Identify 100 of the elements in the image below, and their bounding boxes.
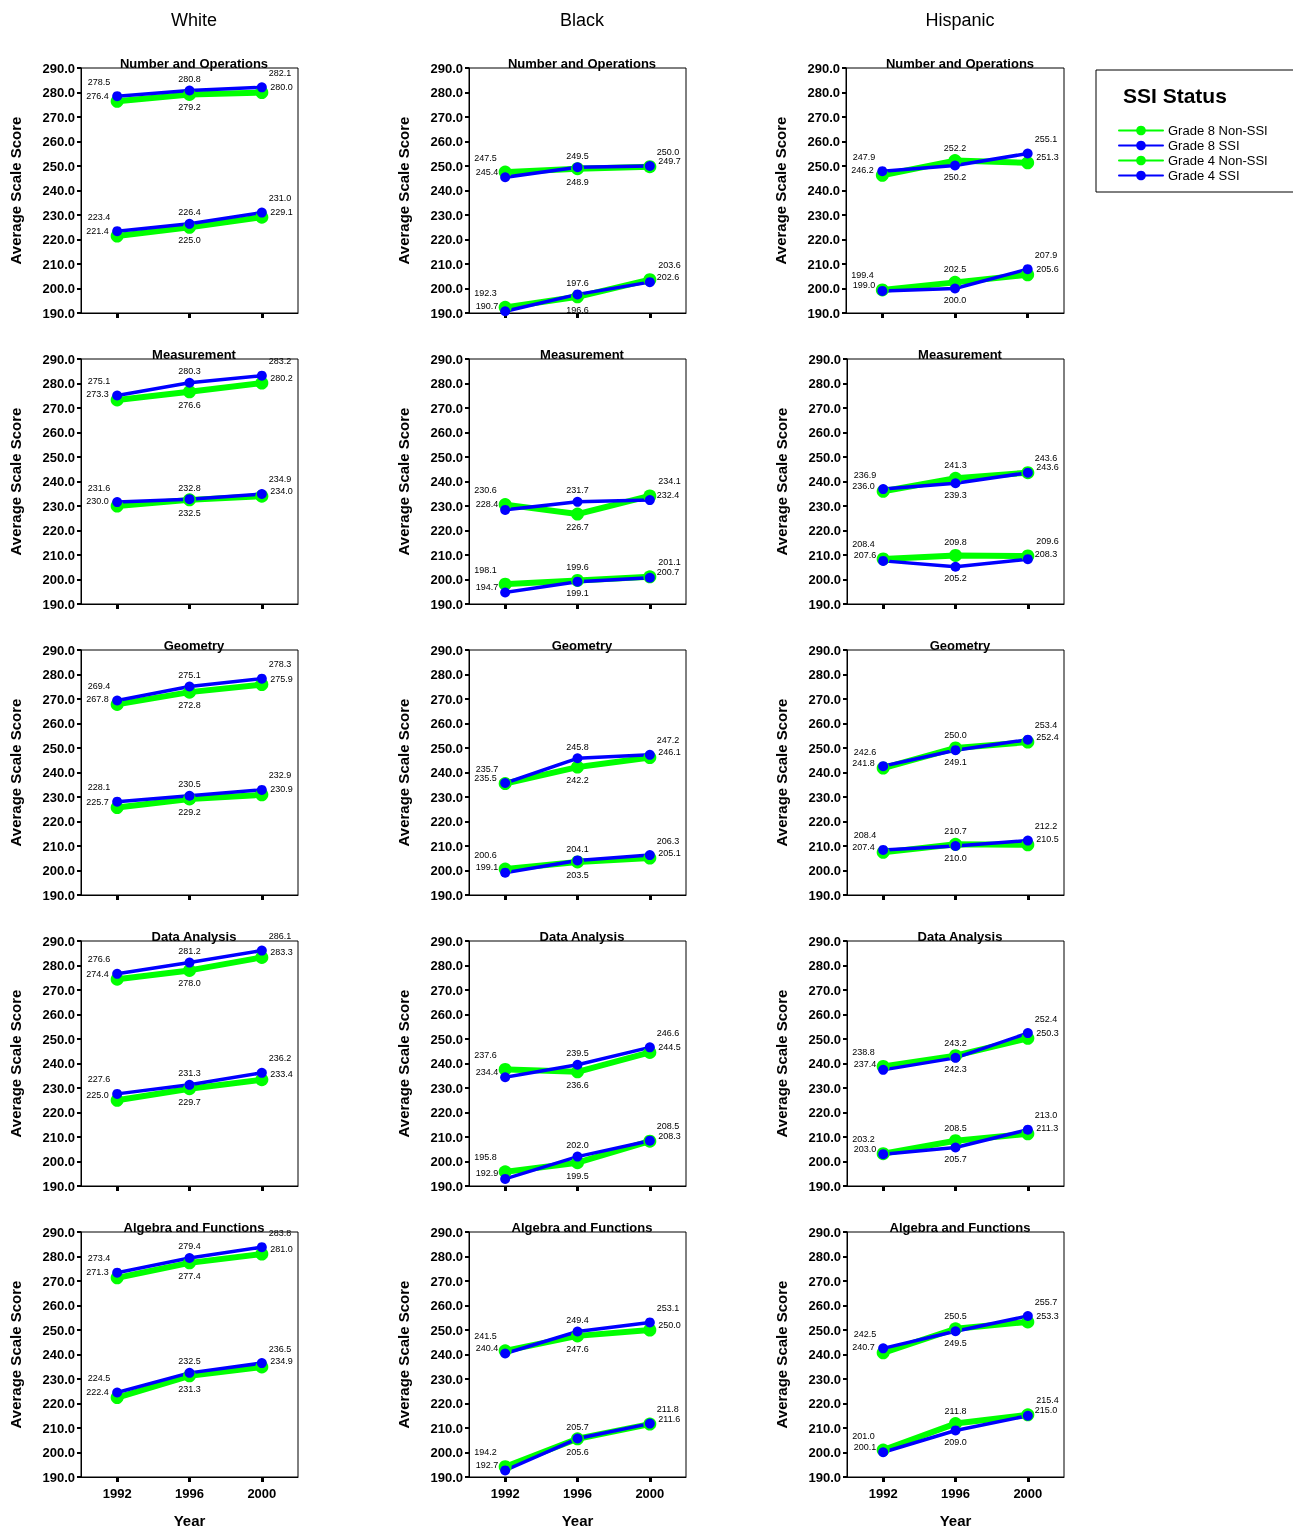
y-tick-label: 290.0 [430, 60, 463, 76]
data-label: 224.5 [87, 1372, 111, 1383]
data-label: 234.9 [270, 1356, 293, 1367]
data-label: 211.6 [658, 1413, 681, 1424]
data-label: 242.5 [853, 1328, 877, 1339]
y-tick-label: 230.0 [42, 207, 75, 223]
data-label: 208.3 [658, 1130, 681, 1141]
y-axis-title: Average Scale Score [7, 989, 24, 1138]
data-label: 208.4 [852, 539, 875, 550]
y-tick-label: 260.0 [808, 425, 841, 440]
data-label: 228.1 [87, 782, 111, 793]
x-axis-title: Year [561, 1512, 594, 1529]
point [112, 390, 123, 401]
data-label: 245.8 [566, 741, 589, 752]
y-tick-label: 190.0 [808, 596, 841, 612]
data-label: 192.7 [475, 1459, 499, 1470]
point [644, 277, 655, 288]
data-label: 236.9 [853, 469, 877, 480]
data-label: 205.6 [1036, 264, 1059, 275]
point [184, 681, 195, 692]
data-label: 200.1 [853, 1441, 877, 1452]
data-label: 231.7 [566, 485, 589, 496]
legend-title: SSI Status [1123, 84, 1227, 107]
point [644, 495, 655, 506]
data-label: 199.6 [566, 562, 589, 573]
data-label: 221.4 [86, 225, 109, 236]
data-label: 226.7 [566, 522, 589, 533]
y-tick-label: 200.0 [42, 1445, 75, 1460]
y-tick-label: 290.0 [42, 933, 75, 949]
data-label: 205.1 [658, 847, 681, 858]
y-tick-label: 210.0 [430, 256, 463, 272]
chart-title: Algebra and Functions [511, 1220, 653, 1235]
data-label: 212.2 [1034, 821, 1058, 832]
y-tick-label: 280.0 [808, 958, 841, 973]
point [184, 218, 195, 229]
point [500, 867, 511, 878]
chart-title: Data Analysis [917, 929, 1003, 944]
y-tick-label: 220.0 [42, 1396, 75, 1411]
y-tick-label: 190.0 [430, 305, 463, 321]
y-tick-label: 240.0 [807, 183, 840, 198]
data-label: 213.0 [1034, 1110, 1058, 1121]
y-tick-label: 210.0 [430, 547, 463, 563]
data-label: 244.5 [658, 1041, 681, 1052]
data-label: 229.1 [270, 206, 293, 217]
y-tick-label: 210.0 [430, 838, 463, 854]
y-tick-label: 200.0 [42, 281, 75, 296]
data-label: 273.4 [87, 1253, 111, 1264]
y-tick-label: 240.0 [430, 1347, 463, 1362]
chart-title: Measurement [918, 347, 1003, 362]
point [1022, 1124, 1033, 1135]
data-label: 228.4 [475, 499, 499, 510]
y-tick-label: 220.0 [808, 1105, 841, 1120]
chart-title: Algebra and Functions [889, 1220, 1031, 1235]
y-tick-label: 190.0 [42, 887, 75, 903]
data-label: 234.4 [475, 1066, 499, 1077]
data-label: 252.4 [1036, 731, 1059, 742]
data-label: 225.7 [86, 797, 109, 808]
y-tick-label: 250.0 [42, 1031, 75, 1047]
y-axis-title: Average Scale Score [7, 407, 24, 556]
point [950, 1142, 961, 1153]
data-label: 277.4 [178, 1270, 201, 1281]
point [950, 1425, 961, 1436]
legend-label: Grade 4 Non-SSI [1168, 153, 1268, 168]
data-label: 208.5 [944, 1122, 967, 1133]
y-tick-label: 240.0 [430, 183, 463, 198]
y-tick-label: 280.0 [42, 376, 75, 391]
point [256, 1358, 267, 1369]
data-label: 196.6 [566, 304, 589, 315]
point [949, 548, 962, 562]
y-tick-label: 260.0 [430, 716, 463, 731]
y-tick-label: 270.0 [430, 1273, 463, 1289]
point [256, 673, 267, 684]
point [878, 1343, 889, 1354]
chart-title: Data Analysis [151, 929, 237, 944]
y-tick-label: 260.0 [430, 1298, 463, 1313]
y-tick-label: 290.0 [42, 1224, 75, 1240]
y-tick-label: 210.0 [430, 1129, 463, 1145]
y-tick-label: 230.0 [430, 1371, 463, 1387]
y-tick-label: 260.0 [430, 1007, 463, 1022]
data-label: 229.7 [178, 1096, 201, 1107]
y-tick-label: 290.0 [42, 351, 75, 367]
y-tick-label: 240.0 [42, 474, 75, 489]
data-label: 222.4 [86, 1387, 109, 1398]
data-label: 252.2 [943, 142, 967, 153]
data-label: 199.1 [566, 588, 589, 599]
data-label: 243.6 [1034, 453, 1058, 464]
data-label: 249.1 [944, 756, 967, 767]
chart-title: Geometry [551, 638, 614, 653]
y-tick-label: 190.0 [42, 305, 75, 321]
y-tick-label: 250.0 [430, 1322, 463, 1338]
data-label: 241.5 [474, 1331, 497, 1342]
data-label: 192.3 [474, 287, 497, 298]
y-axis-title: Average Scale Score [395, 116, 412, 265]
data-label: 276.6 [178, 399, 201, 410]
data-label: 225.0 [178, 235, 201, 246]
point [644, 850, 655, 861]
y-tick-label: 240.0 [42, 1347, 75, 1362]
chart-title: Data Analysis [539, 929, 625, 944]
data-label: 231.3 [178, 1383, 201, 1394]
y-tick-label: 240.0 [42, 765, 75, 780]
